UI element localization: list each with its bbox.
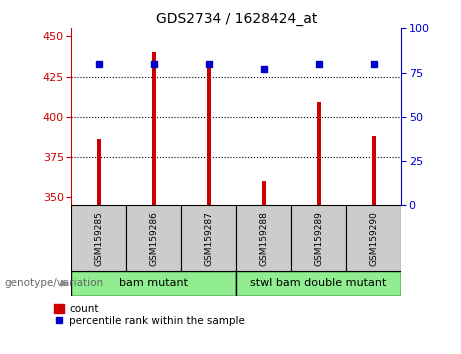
Bar — [97, 139, 101, 205]
Bar — [236, 205, 291, 271]
Text: stwl bam double mutant: stwl bam double mutant — [250, 278, 387, 288]
Text: bam mutant: bam mutant — [119, 278, 189, 288]
Text: GSM159288: GSM159288 — [259, 211, 268, 266]
Bar — [152, 52, 156, 205]
Text: GSM159287: GSM159287 — [204, 211, 213, 266]
Title: GDS2734 / 1628424_at: GDS2734 / 1628424_at — [155, 12, 317, 26]
Bar — [207, 61, 211, 205]
Bar — [317, 102, 320, 205]
Bar — [346, 205, 401, 271]
Bar — [181, 205, 236, 271]
Legend: count, percentile rank within the sample: count, percentile rank within the sample — [53, 304, 245, 326]
Bar — [71, 205, 126, 271]
Bar — [126, 205, 181, 271]
Text: genotype/variation: genotype/variation — [5, 278, 104, 288]
Text: GSM159286: GSM159286 — [149, 211, 159, 266]
Text: GSM159289: GSM159289 — [314, 211, 323, 266]
Bar — [262, 181, 266, 205]
Text: GSM159290: GSM159290 — [369, 211, 378, 266]
Text: GSM159285: GSM159285 — [95, 211, 103, 266]
Bar — [71, 271, 236, 296]
Bar — [291, 205, 346, 271]
Bar — [236, 271, 401, 296]
Bar — [372, 136, 376, 205]
